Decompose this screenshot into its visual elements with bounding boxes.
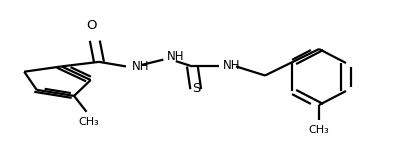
- Text: O: O: [86, 19, 97, 32]
- Text: NH: NH: [223, 59, 240, 72]
- Text: NH: NH: [132, 60, 150, 73]
- Text: S: S: [192, 82, 201, 95]
- Text: CH₃: CH₃: [308, 125, 329, 135]
- Text: NH: NH: [167, 50, 185, 63]
- Text: CH₃: CH₃: [78, 117, 99, 127]
